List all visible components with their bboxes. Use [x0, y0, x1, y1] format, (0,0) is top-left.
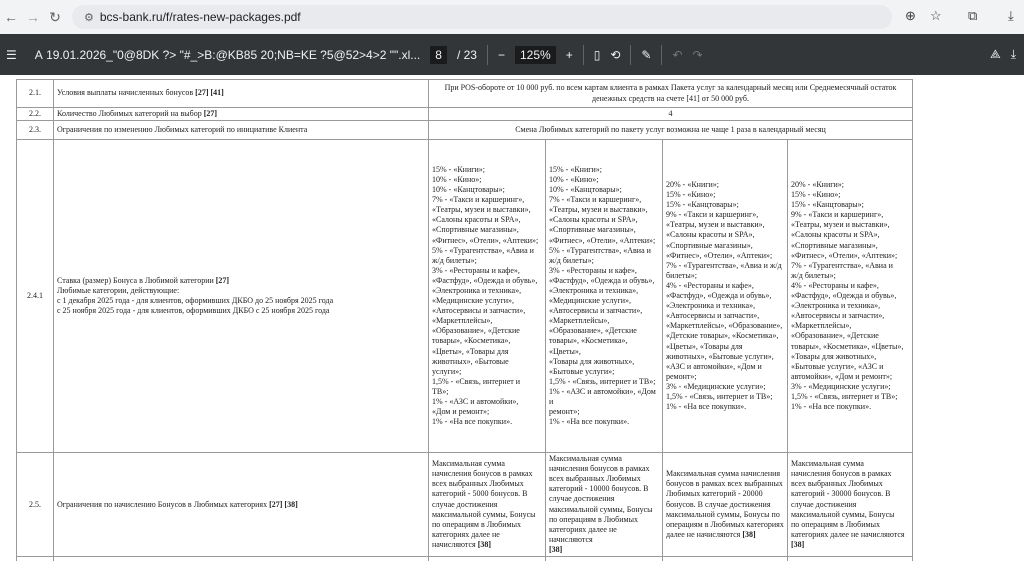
row-number: 2.4.1	[16, 139, 54, 454]
empty-cell	[545, 556, 663, 561]
table-row: 2.1. Условия выплаты начисленных бонусов…	[16, 79, 913, 108]
table-row: 2.5. Ограничения по начислению Бонусов в…	[16, 452, 913, 558]
table-row: 2.2. Количество Любимых категорий на выб…	[16, 106, 913, 122]
limit-cell: Максимальная сумма начисления бонусов в …	[545, 452, 663, 558]
url-text: bcs-bank.ru/f/rates-new-packages.pdf	[99, 10, 301, 24]
ref: [27]	[215, 275, 230, 285]
divider	[582, 44, 584, 65]
ref: [27] [38]	[269, 499, 298, 509]
pdf-download-icon[interactable]: ⤓	[1010, 47, 1016, 61]
address-bar[interactable]: ⚙ bcs-bank.ru/f/rates-new-packages.pdf	[72, 5, 892, 29]
zoom-out-button[interactable]: −	[497, 47, 505, 62]
divider	[486, 44, 488, 65]
empty-cell	[428, 556, 546, 561]
row-number: 2.5.	[16, 452, 54, 558]
table-row: 2.4.1 Ставка (размер) Бонуса в Любимой к…	[16, 139, 913, 454]
ref: [27]	[203, 109, 218, 118]
forward-icon[interactable]: →	[26, 9, 40, 25]
label-text: Ограничения по изменению Любимых категор…	[57, 125, 308, 135]
table-row: 2.3. Ограничения по изменению Любимых ка…	[16, 120, 913, 141]
row-label: Условия выплаты начисленных бонусов [27]…	[53, 79, 429, 108]
tariff-table: 2.1. Условия выплаты начисленных бонусов…	[16, 79, 913, 561]
divider	[661, 44, 663, 65]
empty-cell	[662, 556, 788, 561]
fit-page-icon[interactable]: ▯	[593, 47, 601, 62]
ref: [38]	[791, 539, 805, 549]
limit-text: Максимальная сумма начисления бонусов в …	[791, 459, 905, 539]
row-value: При POS-обороте от 10 000 руб. по всем к…	[428, 79, 913, 108]
bonus-rates-cell: 15% - «Книги»; 10% - «Кино»; 10% - «Канц…	[428, 139, 546, 454]
document-title: А 19.01.2026_"0@8DK ?> "#_>B:@KB85 20;NB…	[34, 47, 421, 62]
pdf-toolbar: ☰ А 19.01.2026_"0@8DK ?> "#_>B:@KB85 20;…	[0, 34, 1024, 75]
download-icon[interactable]: ⤓	[1008, 8, 1014, 23]
zoom-icon[interactable]: ⊕	[905, 8, 916, 23]
row-number: 2.1.	[16, 79, 54, 108]
table-row	[16, 556, 913, 561]
row-number: 2.2.	[16, 106, 54, 122]
redo-icon[interactable]: ↷	[692, 47, 703, 62]
row-label: Ограничения по начислению Бонусов в Люби…	[53, 452, 429, 558]
row-value: 4	[428, 106, 913, 122]
menu-icon[interactable]: ☰	[6, 47, 17, 62]
label-text: Количество Любимых категорий на выбор	[57, 109, 202, 118]
drive-save-icon[interactable]: ⟁	[989, 47, 1001, 61]
site-info-icon[interactable]: ⚙	[84, 11, 94, 24]
label-text: Ограничения по начислению Бонусов в Люби…	[57, 499, 268, 509]
label-extra: Любимые категории, действующие: с 1 дека…	[57, 286, 334, 316]
row-label: Количество Любимых категорий на выбор [2…	[53, 106, 429, 122]
limit-cell: Максимальная сумма начисления бонусов в …	[428, 452, 546, 558]
limit-cell: Максимальная сумма начисления бонусов в …	[787, 452, 913, 558]
label-text: Ставка (размер) Бонуса в Любимой категор…	[57, 275, 214, 285]
undo-icon[interactable]: ↶	[672, 47, 683, 62]
page-number-input[interactable]: 8	[430, 45, 447, 64]
limit-text: Максимальная сумма начисления бонусов в …	[432, 459, 536, 549]
zoom-input[interactable]: 125%	[514, 45, 556, 64]
limit-text: Максимальная сумма начисления бонусов в …	[549, 454, 653, 544]
row-value: Смена Любимых категорий по пакету услуг …	[428, 120, 913, 141]
browser-toolbar: ← → ↻ ⚙ bcs-bank.ru/f/rates-new-packages…	[0, 0, 1024, 34]
label-text: Условия выплаты начисленных бонусов	[57, 88, 194, 98]
row-label: Ограничения по изменению Любимых категор…	[53, 120, 429, 141]
empty-cell	[53, 556, 429, 561]
row-label: Ставка (размер) Бонуса в Любимой категор…	[53, 139, 429, 454]
bonus-rates-cell: 15% - «Книги»; 10% - «Кино»; 10% - «Канц…	[545, 139, 663, 454]
rotate-icon[interactable]: ⟲	[610, 47, 621, 62]
ref: [38]	[549, 544, 563, 554]
reload-icon[interactable]: ↻	[49, 8, 61, 25]
row-number: 2.3.	[16, 120, 54, 141]
ref: [27] [41]	[195, 88, 224, 98]
ref: [38]	[477, 539, 492, 549]
limit-cell: Максимальная сумма начисления бонусов в …	[662, 452, 788, 558]
pdf-page: 2.1. Условия выплаты начисленных бонусов…	[0, 75, 1024, 561]
divider	[630, 44, 632, 65]
extensions-icon[interactable]: ⧉	[968, 8, 978, 23]
empty-cell	[787, 556, 913, 561]
limit-text: Максимальная сумма начисления бонусов в …	[666, 469, 784, 539]
ref: [38]	[742, 529, 756, 539]
page-total: / 23	[456, 47, 477, 62]
annotate-icon[interactable]: ✎	[641, 47, 652, 62]
bookmark-star-icon[interactable]: ☆	[930, 8, 942, 23]
bonus-rates-cell: 20% - «Книги»; 15% - «Кино»; 15% - «Канц…	[787, 139, 913, 454]
back-icon[interactable]: ←	[4, 9, 18, 25]
empty-cell	[16, 556, 54, 561]
zoom-in-button[interactable]: +	[565, 47, 573, 62]
bonus-rates-cell: 20% - «Книги»; 15% - «Кино»; 15% - «Канц…	[662, 139, 788, 454]
